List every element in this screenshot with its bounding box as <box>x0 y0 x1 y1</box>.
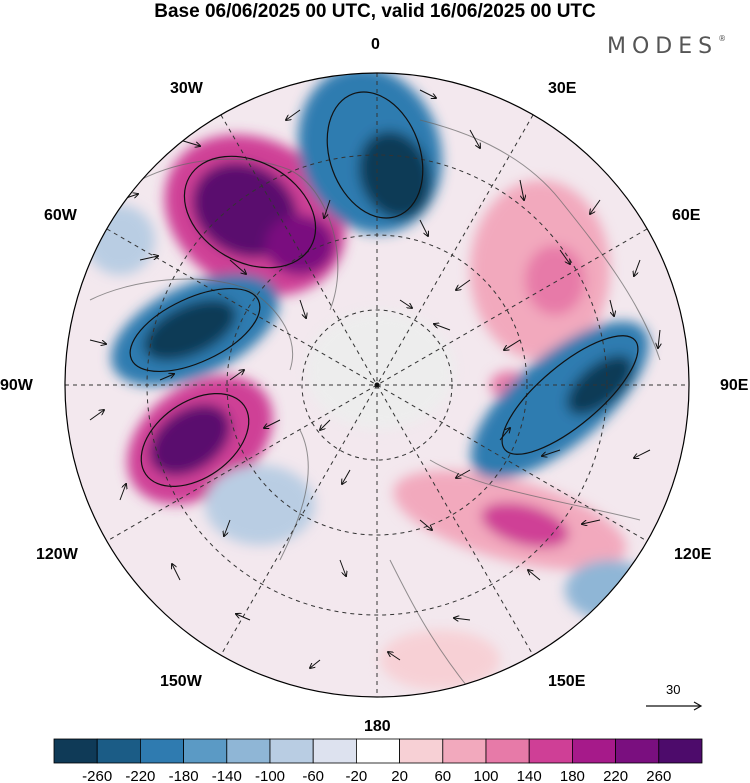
lon-label-120w: 120W <box>36 546 78 563</box>
colorbar-swatch <box>572 738 617 764</box>
colorbar-swatch <box>269 738 314 764</box>
brand-text: MODES <box>607 34 719 59</box>
reference-vector-label: 30 <box>666 682 681 697</box>
colorbar-swatch <box>139 738 184 764</box>
lon-label-120e: 120E <box>674 546 712 563</box>
coastlines <box>89 119 661 691</box>
lon-label-180: 180 <box>364 718 391 735</box>
colorbar-swatch <box>658 738 703 764</box>
map-boundary <box>64 72 690 698</box>
lon-label-90w: 90W <box>0 377 33 394</box>
lon-label-90e: 90E <box>720 377 749 394</box>
colorbar-tick-label: -260 <box>82 768 112 783</box>
colorbar-tick-label: 180 <box>560 768 585 783</box>
colorbar-swatch <box>96 738 141 764</box>
map-title: Base 06/06/2025 00 UTC, valid 16/06/2025… <box>154 1 596 22</box>
colorbar-tick-label: 100 <box>473 768 498 783</box>
north-pole-marker <box>374 382 380 388</box>
colorbar-tick-label: 220 <box>603 768 628 783</box>
contours <box>129 91 639 488</box>
polar-map <box>64 72 690 698</box>
colorbar-swatch <box>399 738 444 764</box>
colorbar-swatch <box>355 738 400 764</box>
colorbar-tick-label: -100 <box>255 768 285 783</box>
colorbar-tick-label: -60 <box>302 768 324 783</box>
brand-logo: MODES® <box>607 34 726 59</box>
colorbar-swatch <box>226 738 271 764</box>
lon-label-60w: 60W <box>44 207 77 224</box>
colorbar-tick-label: 60 <box>434 768 451 783</box>
colorbar-tick-label: -20 <box>346 768 368 783</box>
colorbar-swatch <box>312 738 357 764</box>
colorbar-swatch <box>53 738 98 764</box>
reference-vector: 30 <box>640 680 710 720</box>
colorbar-tick-label: -140 <box>212 768 242 783</box>
brand-mark: ® <box>718 34 727 43</box>
colorbar-swatch <box>615 738 660 764</box>
colorbar-tick-label: 260 <box>646 768 671 783</box>
lon-label-150w: 150W <box>160 673 202 690</box>
colorbar-swatch <box>485 738 530 764</box>
colorbar-swatch <box>183 738 228 764</box>
colorbar-tick-label: -220 <box>125 768 155 783</box>
reference-arrow-icon <box>646 701 703 711</box>
lon-label-60e: 60E <box>672 207 701 224</box>
lon-label-30e: 30E <box>548 80 577 97</box>
lon-label-0: 0 <box>371 36 380 53</box>
lon-label-150e: 150E <box>548 673 586 690</box>
colorbar-swatch <box>442 738 487 764</box>
colorbar-tick-label: -180 <box>169 768 199 783</box>
colorbar-swatch <box>528 738 573 764</box>
lon-label-30w: 30W <box>170 80 203 97</box>
colorbar-tick-label: 20 <box>391 768 408 783</box>
colorbar-tick-label: 140 <box>517 768 542 783</box>
anomaly-field <box>85 73 655 690</box>
